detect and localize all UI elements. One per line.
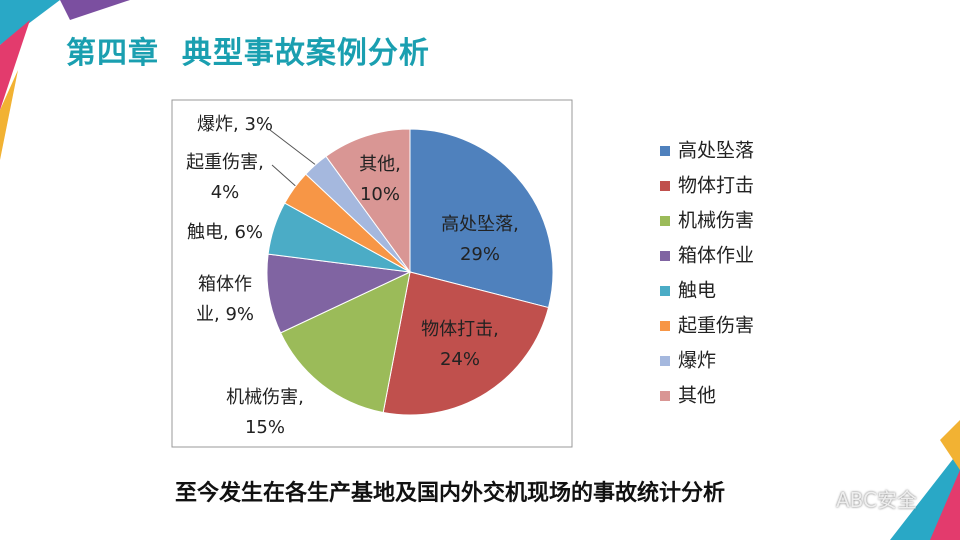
legend-swatch xyxy=(660,321,670,331)
legend-label: 其他 xyxy=(678,385,716,407)
decoration xyxy=(940,420,960,470)
data-label: 箱体作业, 9% xyxy=(196,274,254,325)
legend-swatch xyxy=(660,286,670,296)
legend-swatch xyxy=(660,181,670,191)
legend-label: 物体打击 xyxy=(678,175,754,197)
legend-label: 爆炸 xyxy=(678,350,716,372)
legend-swatch xyxy=(660,216,670,226)
legend-label: 起重伤害 xyxy=(678,315,754,337)
legend-swatch xyxy=(660,146,670,156)
pie-slice xyxy=(409,128,554,309)
data-label: 高处坠落, 29% xyxy=(441,214,519,265)
legend-swatch xyxy=(660,356,670,366)
decoration xyxy=(0,20,30,110)
data-label: 爆炸, 3% xyxy=(197,114,273,135)
slide-title: 第四章 典型事故案例分析 xyxy=(66,36,430,71)
data-label: 触电, 6% xyxy=(187,222,263,243)
watermark: ABC安全 xyxy=(836,488,918,512)
decoration xyxy=(930,470,960,540)
legend-label: 机械伤害 xyxy=(678,210,754,232)
pie-slice xyxy=(325,128,411,274)
data-label: 其他, 10% xyxy=(359,154,401,205)
decoration xyxy=(60,0,130,20)
legend-label: 箱体作业 xyxy=(678,245,754,267)
pie-slice xyxy=(382,271,550,416)
caption: 至今发生在各生产基地及国内外交机现场的事故统计分析 xyxy=(175,481,726,506)
legend-label: 高处坠落 xyxy=(678,140,754,162)
data-label: 机械伤害, 15% xyxy=(226,387,304,438)
data-label: 物体打击, 24% xyxy=(421,319,499,370)
pie-slice xyxy=(266,253,412,334)
legend-swatch xyxy=(660,251,670,261)
data-label: 起重伤害, 4% xyxy=(186,152,264,203)
legend-swatch xyxy=(660,391,670,401)
pie-slice xyxy=(279,271,411,414)
decoration xyxy=(0,70,18,160)
legend-label: 触电 xyxy=(678,280,716,302)
